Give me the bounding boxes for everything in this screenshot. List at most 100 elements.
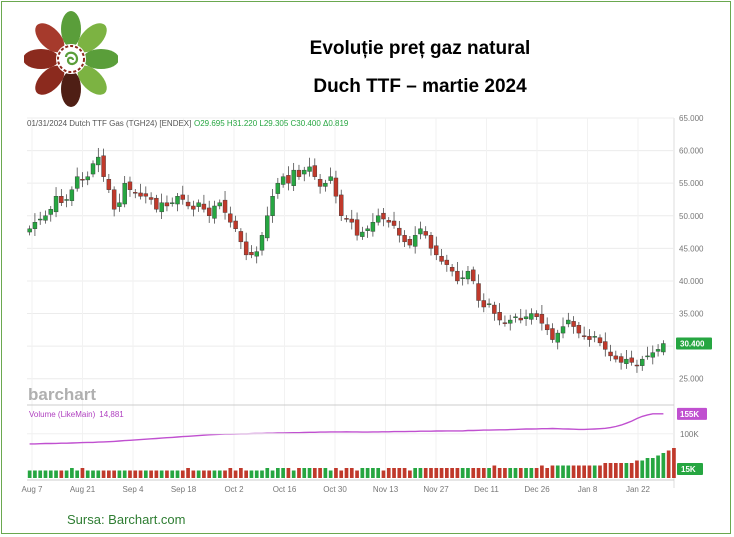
volume-bar — [33, 470, 37, 478]
volume-bar — [439, 468, 444, 478]
volume-bar — [656, 455, 660, 478]
volume-bar — [212, 470, 217, 478]
candle-body — [69, 189, 75, 201]
candle-body — [27, 228, 32, 233]
x-tick-label: Oct 2 — [224, 485, 244, 494]
volume-bar — [138, 470, 143, 478]
volume-bar — [38, 470, 43, 478]
candle-body — [455, 270, 460, 282]
volume-bar — [217, 470, 222, 478]
volume-bar — [307, 468, 312, 478]
candle-body — [106, 179, 112, 190]
candle-body — [471, 269, 476, 282]
logo-petal — [35, 65, 65, 95]
candle-body — [661, 343, 666, 353]
volume-bar — [397, 468, 402, 478]
info-line-values: O29.695 H31.220 L29.305 C30.400 Δ0.819 — [194, 119, 349, 128]
volume-bar — [80, 468, 85, 478]
volume-bar — [450, 468, 454, 478]
logo-petal — [61, 71, 81, 107]
volume-bar — [402, 468, 407, 478]
volume-bar — [613, 463, 618, 478]
candle-body — [333, 177, 339, 197]
candle-body — [243, 241, 249, 256]
candle-body — [59, 196, 64, 203]
volume-bar — [434, 468, 439, 478]
candle-body — [492, 304, 497, 314]
candle-body — [270, 196, 275, 216]
candle-body — [566, 319, 571, 325]
volume-bar — [355, 470, 359, 478]
candle-body — [381, 212, 386, 220]
volume-bar — [344, 468, 349, 478]
volume-bar — [392, 468, 396, 478]
candle-body — [502, 322, 508, 324]
volume-bar — [286, 468, 291, 478]
candle-body — [53, 196, 59, 213]
volume-bar — [186, 468, 190, 478]
logo-petal — [24, 49, 59, 69]
candle-body — [618, 356, 624, 363]
candle-body — [154, 197, 159, 210]
volume-badge-low — [677, 463, 703, 475]
candle-body — [624, 358, 629, 364]
candle-body — [608, 351, 613, 357]
volume-bar — [513, 468, 518, 478]
candle-body — [534, 313, 539, 317]
volume-bar — [471, 468, 476, 478]
candle-body — [238, 231, 244, 243]
candle-body — [249, 252, 254, 256]
candle-body — [265, 215, 270, 239]
volume-bar — [645, 458, 650, 478]
volume-bar — [503, 468, 507, 478]
volume-bar — [196, 470, 201, 478]
candle-body — [476, 283, 481, 301]
candle-body — [133, 192, 138, 194]
volume-bar — [143, 470, 148, 478]
x-tick-label: Dec 11 — [474, 485, 499, 494]
barchart-watermark: barchart — [28, 385, 96, 404]
volume-bar — [598, 465, 602, 478]
volume-bar — [487, 468, 491, 478]
last-price-badge: 30.400 — [676, 337, 712, 350]
volume-bar — [365, 468, 370, 478]
candle-body — [650, 352, 656, 358]
candle-body — [286, 175, 291, 184]
volume-bar — [291, 470, 296, 478]
candle-body — [508, 319, 513, 324]
volume-bar — [281, 468, 285, 478]
volume-badge-main-text: 155K — [680, 410, 699, 419]
candle-body — [138, 192, 143, 197]
candle-body — [402, 235, 407, 243]
volume-bar — [640, 460, 645, 478]
volume-bar — [239, 468, 243, 478]
candle-body — [37, 218, 43, 221]
x-tick-label: Sep 18 — [171, 485, 197, 494]
volume-bar — [555, 465, 560, 478]
candle-body — [175, 196, 180, 205]
volume-bar — [275, 468, 280, 478]
candle-body — [111, 189, 117, 210]
volume-axis: 155K 100K 15K — [27, 407, 707, 475]
volume-bar — [334, 468, 338, 478]
candle-body — [449, 267, 455, 272]
candle-body — [32, 222, 38, 229]
volume-bar — [48, 470, 53, 478]
volume-bars — [27, 448, 676, 478]
volume-bar — [64, 470, 69, 478]
volume-bar — [381, 470, 386, 478]
volume-bar — [672, 448, 676, 478]
candles — [27, 147, 666, 373]
volume-bar — [159, 470, 164, 478]
info-line-label: 01/31/2024 Dutch TTF Gas (TGH24) [ENDEX] — [27, 119, 191, 128]
volume-bar — [170, 470, 175, 478]
candle-body — [302, 169, 307, 175]
candle-body — [550, 328, 555, 340]
y-tick-label: 35.000 — [679, 310, 704, 319]
candle-body — [339, 194, 344, 216]
candle-body — [159, 202, 164, 213]
x-tick-label: Aug 21 — [70, 485, 96, 494]
x-tick-label: Oct 16 — [273, 485, 297, 494]
volume-bar — [96, 470, 101, 478]
